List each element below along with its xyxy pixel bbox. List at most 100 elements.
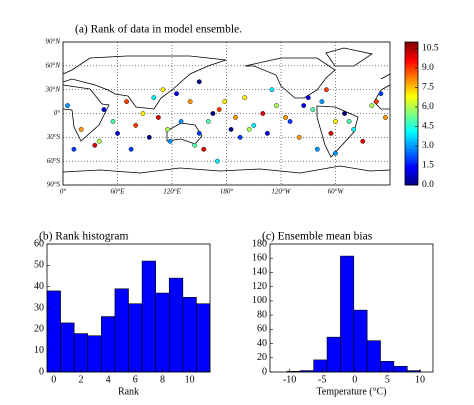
data-point [205,119,211,124]
colorbar-segment [405,125,418,129]
colorbar-segment [405,82,418,86]
data-point [346,119,352,124]
colorbar-tick-label: 1.5 [422,161,434,171]
y-tick-label: 100 [252,295,267,306]
data-point [128,146,134,152]
colorbar-segment [405,70,418,74]
data-point [283,115,288,120]
colorbar-segment [405,163,418,167]
y-tick-label: 180 [252,238,267,249]
bar [353,309,368,373]
colorbar-segment [405,58,418,62]
coastline [373,73,391,110]
bar [46,290,61,373]
data-point [310,107,316,112]
data-point [187,99,193,104]
colorbar-segment [405,146,418,150]
bar [155,292,170,373]
bar [366,340,381,373]
colorbar-segment [405,42,418,45]
bar [60,322,75,373]
colorbar-segment [405,56,418,60]
colorbar-segment [405,177,418,181]
data-point [115,130,120,136]
colorbar-segment [405,72,418,76]
bar [128,303,143,373]
x-tick-label: 180° [220,188,234,196]
coastlines [62,47,391,174]
colorbar-segment [405,84,418,88]
colorbar-segment [405,134,418,138]
y-tick-label: 50 [34,260,44,271]
colorbar-segment [405,49,418,53]
colorbar-tick-label: 9.0 [422,63,434,73]
chart-title: (b) Rank histogram [39,231,128,243]
x-tick-label: 120°E [163,188,181,196]
x-tick-label: 60°W [328,188,345,196]
coastline [62,165,391,174]
data-point [178,119,184,124]
data-point [301,103,307,108]
colorbar-segment [405,80,418,84]
y-tick-label: 60°S [47,157,61,165]
data-point [305,95,311,101]
colorbar-segment [405,44,418,48]
coastline [244,57,336,99]
data-point [319,99,325,104]
colorbar-frame [404,41,419,186]
plot-frame [269,243,434,373]
colorbar-segment [405,123,418,126]
colorbar-segment [405,180,418,184]
colorbar-segment [405,87,418,91]
data-point [287,119,293,124]
x-tick-label: 4 [106,374,111,385]
data-point [360,138,366,144]
data-point [210,111,216,116]
colorbar-segment [405,51,418,55]
coastline [62,55,227,110]
data-point [269,87,275,93]
y-tick-label: 90°S [47,181,61,189]
colorbar-segment [405,144,418,148]
colorbar-segment [405,46,418,50]
colorbar-segment [405,168,418,172]
x-tick-label: 2 [78,374,83,385]
data-point [133,123,139,128]
data-point [237,134,243,140]
y-tick-label: 40 [34,281,44,292]
colorbar-segment [405,137,418,141]
bar [182,297,197,373]
data-point [242,95,248,101]
y-tick-label: 160 [252,253,267,264]
data-point [167,138,173,144]
y-tick-label: 90°N [46,38,61,46]
colorbar-segment [405,103,418,107]
colorbar-segment [405,113,418,117]
colorbar-segment [405,101,418,105]
data-point [140,111,146,116]
data-point [92,142,98,148]
bar [393,366,408,373]
colorbar-segment [405,94,418,98]
colorbar-tick-label: 3.0 [422,141,434,151]
data-point [216,107,222,112]
x-tick-label: -5 [318,374,326,385]
colorbar-segment [405,63,418,67]
data-point [215,158,220,164]
coastline [325,47,374,67]
data-point [342,111,347,116]
data-point [314,146,320,152]
y-tick-label: 30°S [46,133,61,141]
colorbar-segment [405,53,418,57]
colorbar-segment [405,61,418,64]
data-point [233,115,238,120]
x-tick-label: -10 [283,374,296,385]
colorbar-tick-label: 0.0 [422,180,434,190]
y-tick-label: 30 [34,302,44,313]
colorbar-segment [405,142,418,145]
y-tick-label: 80 [257,309,267,320]
bar [326,336,341,373]
bar [87,335,102,373]
colorbar-segment [405,161,418,165]
colorbar-segment [405,96,418,100]
